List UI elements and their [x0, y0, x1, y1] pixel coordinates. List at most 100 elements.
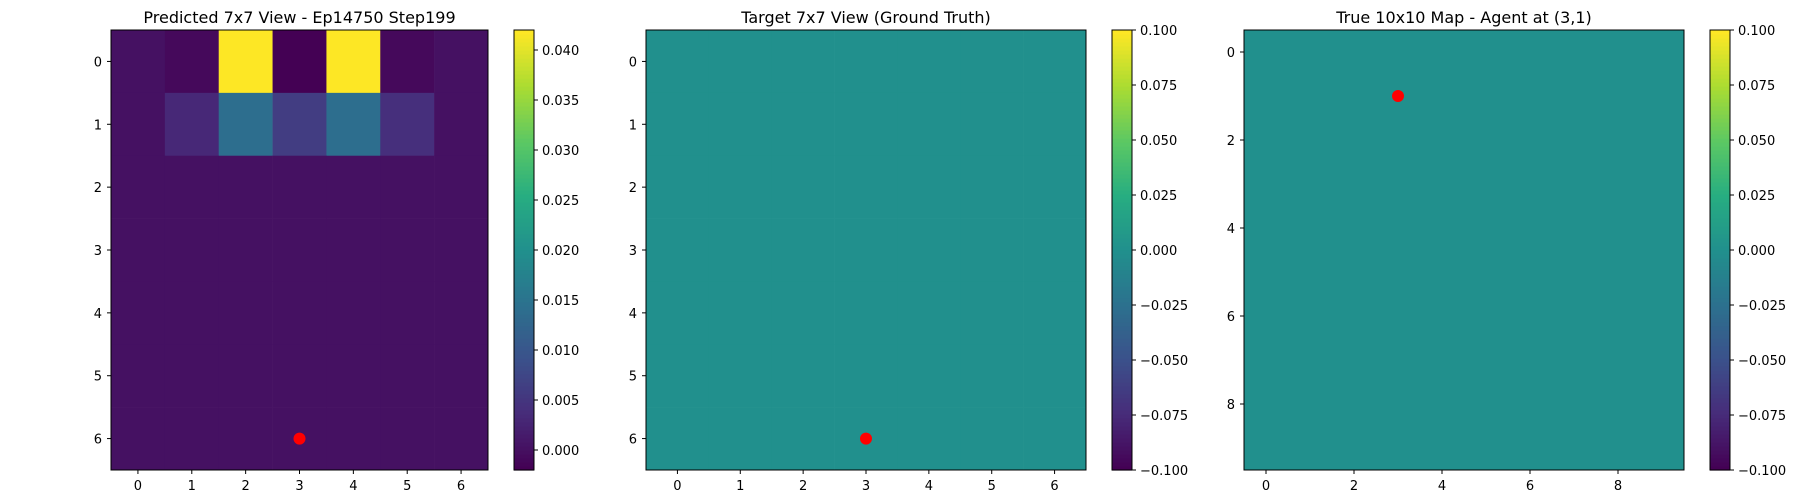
colorbar-segment — [514, 314, 534, 319]
colorbar-segment — [514, 438, 534, 443]
y-tick-label: 2 — [94, 181, 102, 196]
colorbar-segment — [1112, 322, 1132, 327]
colorbar-segment — [1112, 338, 1132, 343]
heatmap-cell — [1508, 294, 1553, 339]
heatmap-cell — [1640, 162, 1685, 207]
colorbar-segment — [514, 146, 534, 151]
colorbar-segment — [514, 258, 534, 263]
colorbar-segment — [1710, 414, 1730, 419]
heatmap-cell — [1332, 294, 1377, 339]
colorbar-segment — [1112, 138, 1132, 143]
chart-title: True 10x10 Map - Agent at (3,1) — [1335, 8, 1592, 27]
x-tick-label: 2 — [242, 479, 250, 494]
heatmap-cell — [1640, 74, 1685, 119]
heatmap-cell — [1552, 382, 1597, 427]
colorbar-segment — [514, 222, 534, 227]
colorbar-segment — [514, 54, 534, 59]
heatmap-cell — [1552, 30, 1597, 75]
colorbar-segment — [514, 114, 534, 119]
heatmap-cell — [218, 30, 273, 94]
colorbar-segment — [1710, 82, 1730, 87]
chart-title: Target 7x7 View (Ground Truth) — [740, 8, 991, 27]
colorbar-segment — [514, 346, 534, 351]
colorbar-segment — [1112, 106, 1132, 111]
heatmap-cell — [1332, 30, 1377, 75]
colorbar-segment — [1112, 154, 1132, 159]
colorbar-segment — [514, 58, 534, 63]
heatmap-cell — [1596, 162, 1641, 207]
colorbar-tick-label: 0.075 — [1738, 79, 1775, 94]
colorbar-tick-label: −0.050 — [1738, 354, 1786, 369]
colorbar-segment — [1710, 214, 1730, 219]
heatmap-cell — [1640, 206, 1685, 251]
colorbar-segment — [1112, 186, 1132, 191]
heatmap-cell — [1640, 426, 1685, 471]
colorbar-tick-label: 0.100 — [1738, 24, 1775, 39]
colorbar-segment — [1112, 158, 1132, 163]
colorbar-segment — [1710, 206, 1730, 211]
colorbar-segment — [514, 230, 534, 235]
heatmap-cell — [1376, 206, 1421, 251]
colorbar-segment — [1710, 94, 1730, 99]
axes-frame — [1243, 29, 1685, 471]
heatmap-cell — [1420, 294, 1465, 339]
colorbar-segment — [514, 386, 534, 391]
heatmap-cell — [1596, 250, 1641, 295]
colorbar-segment — [1112, 38, 1132, 43]
heatmap-cell — [897, 344, 961, 408]
heatmap-cell — [434, 218, 489, 282]
colorbar-segment — [1710, 158, 1730, 163]
heatmap-cell — [1244, 338, 1289, 383]
colorbar-segment — [514, 158, 534, 163]
heatmap-cell — [646, 92, 710, 157]
y-tick-label: 2 — [1227, 134, 1235, 149]
colorbar-segment — [514, 166, 534, 171]
colorbar-segment — [1710, 202, 1730, 207]
colorbar-segment — [514, 178, 534, 183]
colorbar-segment — [1710, 410, 1730, 415]
x-tick-label: 4 — [1438, 479, 1446, 494]
heatmap-cell — [1288, 294, 1333, 339]
y-tick-label: 8 — [1227, 398, 1235, 413]
colorbar-segment — [514, 126, 534, 131]
colorbar-segment — [1710, 170, 1730, 175]
heatmap-cell — [1244, 206, 1289, 251]
colorbar-segment — [1112, 262, 1132, 267]
colorbar-segment — [1710, 418, 1730, 423]
heatmap-cell — [708, 344, 773, 408]
heatmap-cell — [1332, 338, 1377, 383]
heatmap-cell — [771, 155, 835, 219]
heatmap-cell — [897, 281, 961, 345]
colorbar-segment — [1710, 42, 1730, 47]
colorbar-segment — [1112, 430, 1132, 435]
heatmap-cell — [1244, 118, 1289, 163]
heatmap-cell — [1464, 74, 1509, 119]
colorbar-segment — [1710, 62, 1730, 67]
colorbar-segment — [514, 150, 534, 155]
x-tick-label: 1 — [188, 479, 196, 494]
heatmap-cell — [960, 92, 1024, 157]
heatmap-cell — [771, 344, 835, 408]
colorbar-segment — [1710, 210, 1730, 215]
colorbar-segment — [1112, 298, 1132, 303]
x-tick-label: 2 — [799, 479, 807, 494]
colorbar-segment — [514, 362, 534, 367]
agent-marker — [860, 432, 872, 445]
colorbar-segment — [1710, 218, 1730, 223]
colorbar-segment — [514, 98, 534, 103]
colorbar-segment — [1710, 114, 1730, 119]
colorbar-segment — [1112, 110, 1132, 115]
colorbar-segment — [1710, 450, 1730, 455]
heatmap-cell — [1640, 294, 1685, 339]
heatmap-cell — [218, 92, 273, 157]
heatmap-cell — [380, 92, 435, 157]
colorbar-segment — [1112, 66, 1132, 71]
colorbar-segment — [1710, 110, 1730, 115]
colorbar-segment — [1112, 222, 1132, 227]
colorbar-segment — [1112, 278, 1132, 283]
colorbar-segment — [1710, 262, 1730, 267]
heatmap-cell — [218, 407, 273, 471]
colorbar-segment — [514, 190, 534, 195]
heatmap-cell — [272, 30, 327, 94]
colorbar-segment — [1710, 258, 1730, 263]
